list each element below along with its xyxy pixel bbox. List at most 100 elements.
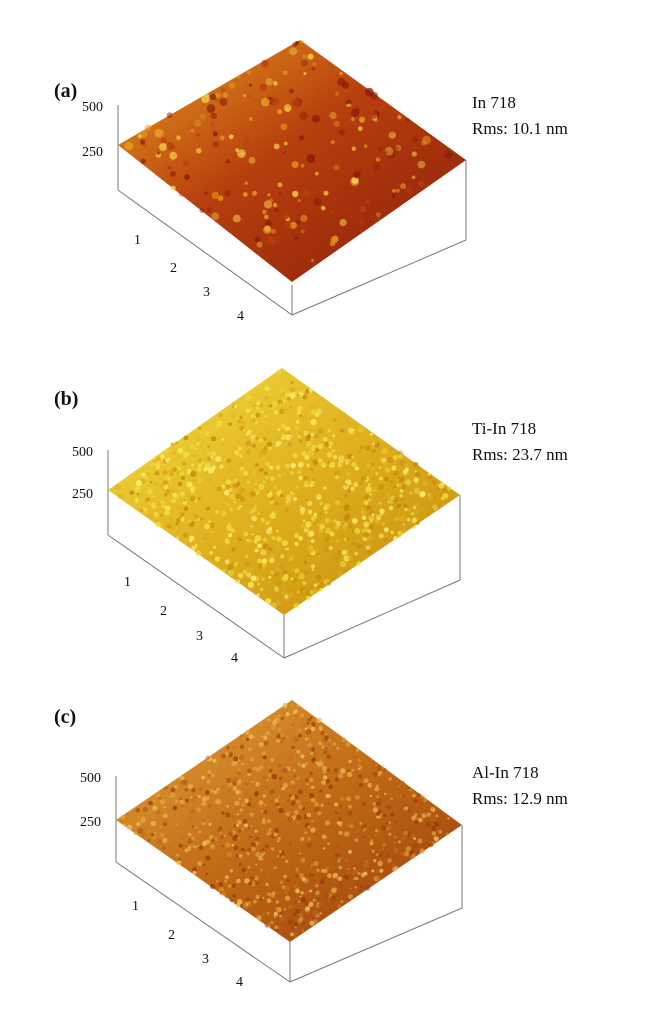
surface-grain bbox=[321, 206, 326, 211]
surface-grain bbox=[323, 868, 328, 874]
surface-grain bbox=[270, 920, 274, 925]
surface-grain bbox=[411, 518, 417, 524]
surface-grain bbox=[137, 134, 142, 139]
surface-grain bbox=[320, 462, 327, 468]
surface-grain bbox=[292, 815, 297, 820]
surface-grain bbox=[322, 838, 327, 843]
surface-grain bbox=[236, 506, 241, 511]
surface-grain bbox=[364, 495, 369, 500]
surface-grain bbox=[347, 206, 352, 211]
surface-grain bbox=[214, 556, 220, 562]
surface-grain bbox=[265, 882, 269, 887]
surface-grain bbox=[347, 523, 353, 529]
surface-grain bbox=[212, 787, 216, 791]
surface-grain bbox=[156, 501, 162, 507]
surface-grain bbox=[292, 912, 296, 917]
surface-grain bbox=[201, 775, 206, 780]
surface-grain bbox=[311, 114, 320, 123]
surface-grain bbox=[291, 161, 299, 169]
surface-grain bbox=[234, 800, 240, 807]
surface-grain bbox=[425, 183, 430, 187]
surface-grain bbox=[218, 881, 224, 887]
surface-grain bbox=[159, 484, 164, 489]
surface-grain bbox=[310, 827, 316, 833]
surface-grain bbox=[337, 816, 342, 821]
surface-grain bbox=[427, 513, 431, 517]
surface-grain bbox=[299, 111, 308, 120]
surface-grain bbox=[369, 524, 374, 530]
surface-grain bbox=[286, 736, 290, 741]
surface-grain bbox=[322, 739, 325, 742]
surface-grain bbox=[392, 841, 397, 845]
surface-grain bbox=[300, 524, 304, 528]
surface-grain bbox=[330, 735, 336, 741]
surface-grain bbox=[378, 798, 382, 802]
surface-grain bbox=[269, 403, 273, 407]
surface-grain bbox=[276, 891, 281, 895]
surface-grain bbox=[344, 458, 350, 465]
surface-grain bbox=[209, 455, 214, 459]
surface-grain bbox=[233, 446, 238, 451]
surface-grain bbox=[295, 888, 300, 894]
surface-grain bbox=[352, 431, 357, 435]
surface-grain bbox=[393, 455, 398, 460]
surface-grain bbox=[190, 796, 193, 799]
surface-grain bbox=[254, 791, 259, 796]
afm-panel-c: 500 250 1 2 3 4 (c) Al-In 718 Rms: 12.9 … bbox=[0, 680, 652, 1024]
surface-grain bbox=[394, 144, 402, 152]
surface-grain bbox=[215, 510, 219, 514]
surface-grain bbox=[274, 500, 280, 507]
surface-grain bbox=[306, 722, 310, 726]
surface-grain bbox=[375, 869, 380, 873]
surface-grain bbox=[181, 837, 184, 841]
surface-grain bbox=[228, 522, 232, 525]
surface-grain bbox=[347, 554, 354, 561]
surface-grain bbox=[375, 831, 382, 837]
surface-grain bbox=[377, 860, 384, 867]
surface-grain bbox=[241, 847, 245, 852]
surface-grain bbox=[225, 504, 232, 510]
surface-grain bbox=[264, 395, 269, 401]
surface-grain bbox=[278, 473, 282, 478]
surface-grain bbox=[318, 761, 324, 767]
surface-grain bbox=[419, 848, 425, 854]
surface-grain bbox=[298, 856, 301, 859]
surface-grain bbox=[359, 768, 364, 773]
surface-grain bbox=[337, 850, 341, 853]
surface-grain bbox=[300, 163, 305, 168]
surface-grain bbox=[191, 836, 196, 841]
surface-grain bbox=[356, 561, 361, 567]
surface-grain bbox=[221, 569, 226, 573]
surface-grain bbox=[386, 824, 392, 830]
surface-grain bbox=[310, 432, 315, 437]
surface-grain bbox=[314, 801, 319, 807]
surface-grain bbox=[194, 447, 197, 450]
surface-grain bbox=[357, 871, 361, 876]
surface-grain bbox=[167, 165, 172, 170]
surface-grain bbox=[360, 509, 364, 514]
surface-grain bbox=[218, 887, 224, 893]
surface-grain bbox=[290, 795, 295, 800]
surface-grain bbox=[283, 408, 290, 415]
surface-grain bbox=[297, 405, 303, 412]
surface-grain bbox=[206, 756, 212, 762]
surface-grain bbox=[261, 818, 265, 822]
surface-grain bbox=[298, 873, 304, 878]
surface-grain bbox=[161, 504, 166, 509]
surface-grain bbox=[237, 419, 242, 424]
surface-grain bbox=[403, 806, 409, 811]
surface-grain bbox=[309, 792, 315, 799]
surface-grain bbox=[168, 844, 172, 848]
surface-grain bbox=[210, 844, 216, 849]
surface-grain bbox=[335, 869, 337, 872]
surface-grain bbox=[399, 473, 404, 478]
surface-grain bbox=[331, 521, 337, 527]
surface-grain bbox=[324, 893, 330, 898]
surface-grain bbox=[398, 454, 403, 459]
surface-grain bbox=[413, 506, 417, 509]
surface-grain bbox=[280, 554, 285, 559]
surface-grain bbox=[312, 898, 316, 902]
surface-grain bbox=[393, 484, 398, 489]
surface-grain bbox=[385, 822, 388, 825]
surface-grain bbox=[318, 528, 324, 533]
